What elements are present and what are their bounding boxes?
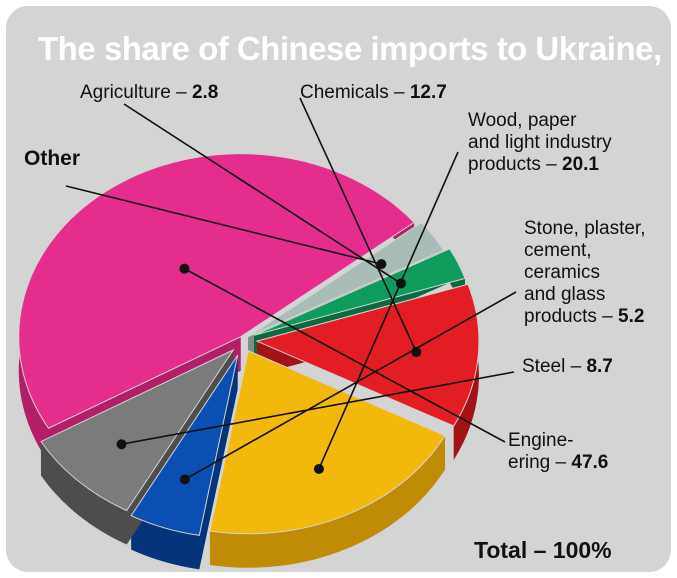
label-wood-line1: Wood, paper xyxy=(468,110,577,131)
label-wood-line3-text: products – xyxy=(468,154,562,175)
slice-chemicals xyxy=(255,283,480,427)
leader-dot-steel xyxy=(116,439,127,450)
label-agriculture-value: 2.8 xyxy=(191,82,219,103)
label-stone-line4: and glass xyxy=(524,284,606,305)
label-chemicals: Chemicals – 12.7 xyxy=(300,82,447,104)
leader-dot-other xyxy=(376,259,387,270)
label-chemicals-value: 12.7 xyxy=(409,82,447,103)
label-engineering-value: 47.6 xyxy=(571,452,609,473)
label-wood-line2: and light industry xyxy=(468,132,612,153)
label-stone-line3: ceramics xyxy=(524,262,601,283)
leader-line-stone-plaster-cement-ceramics-and-glass-products xyxy=(184,291,517,481)
leader-line-engine-ering xyxy=(184,267,506,443)
slice-steel xyxy=(40,348,235,512)
label-wood: Wood, paper and light industry products … xyxy=(468,110,612,176)
total-label: Total – 100% xyxy=(474,537,612,563)
label-stone-line5: products – 5.2 xyxy=(524,306,645,328)
label-steel-value: 8.7 xyxy=(586,356,613,377)
label-stone-line5-text: products – xyxy=(524,306,618,327)
leader-lines-layer xyxy=(65,97,517,485)
label-stone-value: 5.2 xyxy=(618,306,645,327)
leader-line-steel xyxy=(121,371,515,446)
label-engineering-line2: ering – 47.6 xyxy=(508,452,608,474)
label-other: Other xyxy=(24,147,81,170)
leader-line-chemicals xyxy=(299,97,417,353)
label-engineering-line1: Engine- xyxy=(508,430,574,451)
label-chemicals-name: Chemicals – xyxy=(300,82,410,103)
label-wood-value: 20.1 xyxy=(562,154,599,175)
label-engineering-line2-text: ering – xyxy=(508,452,572,473)
label-steel-name: Steel – xyxy=(522,356,587,377)
label-stone-line2: cement, xyxy=(524,240,592,261)
pie-slices-layer xyxy=(18,153,480,536)
label-wood-line3: products – 20.1 xyxy=(468,154,612,176)
slice-stone-plaster-cement-ceramics-and-glass-products xyxy=(130,354,239,536)
leader-line-wood-paper-and-light-industry-products xyxy=(318,151,459,470)
label-stone-line1: Stone, plaster, xyxy=(524,218,646,239)
leader-dot-stone-plaster-cement-ceramics-and-glass-products xyxy=(179,474,190,485)
label-engineering: Engine- ering – 47.6 xyxy=(508,430,608,474)
label-steel: Steel – 8.7 xyxy=(522,356,613,378)
leader-dot-engine-ering xyxy=(179,263,190,274)
slice-agriculture xyxy=(253,248,466,336)
slice-other xyxy=(247,221,445,338)
leader-line-other xyxy=(65,185,382,265)
slice-engine-ering xyxy=(18,153,415,429)
chart-title: The share of Chinese imports to Ukraine,… xyxy=(38,30,677,67)
label-agriculture-name: Agriculture – xyxy=(80,82,192,103)
label-agriculture: Agriculture – 2.8 xyxy=(80,82,218,104)
slice-wood-paper-and-light-industry-products xyxy=(209,350,446,535)
label-stone: Stone, plaster, cement, ceramics and gla… xyxy=(524,218,645,328)
leader-dot-wood-paper-and-light-industry-products xyxy=(313,463,324,474)
leader-line-agriculture xyxy=(123,103,402,285)
